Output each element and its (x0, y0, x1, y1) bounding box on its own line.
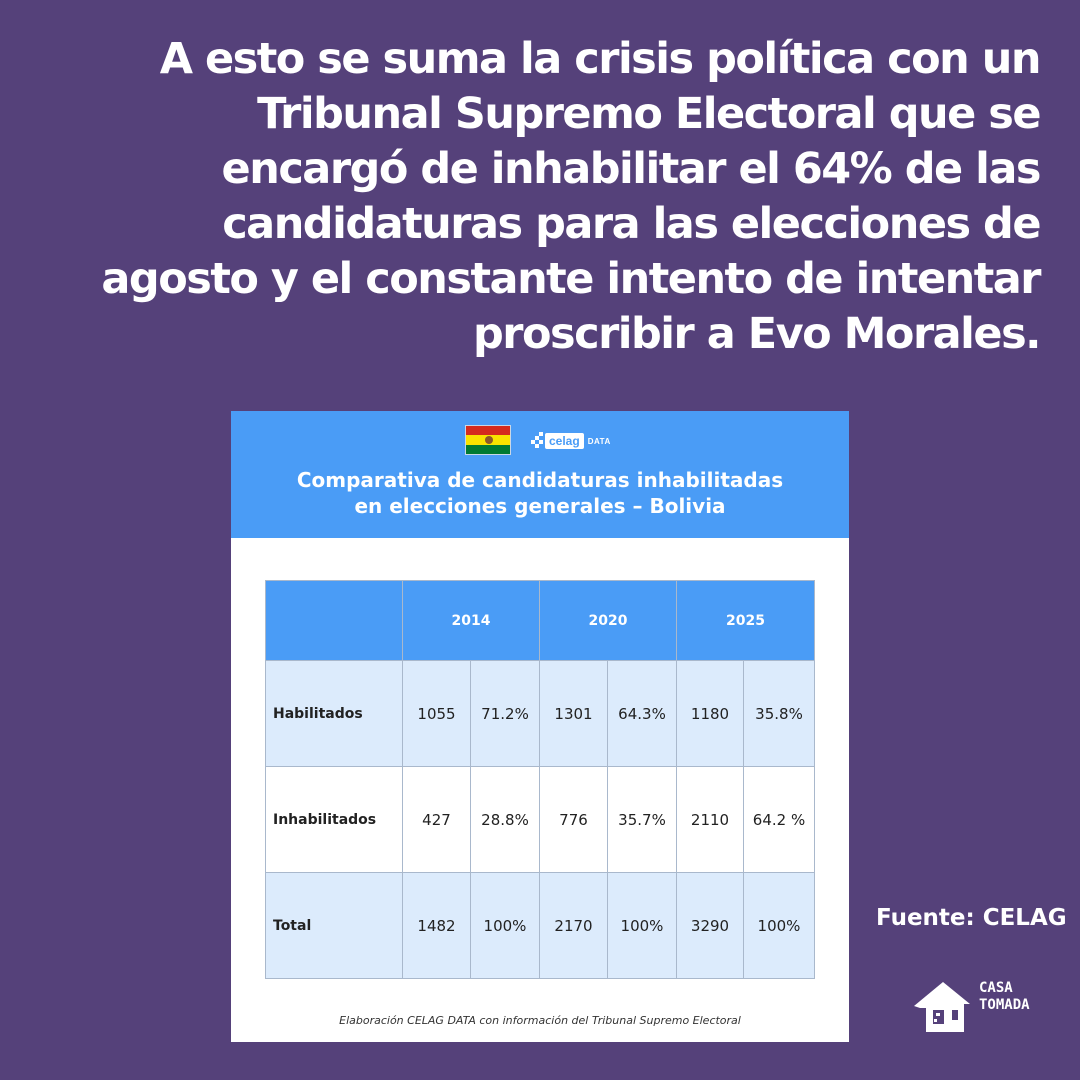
logo-suffix: DATA (587, 436, 611, 446)
table-cell: 28.8% (470, 766, 540, 873)
table-row: Total 1482 100% 2170 100% 3290 100% (265, 872, 815, 979)
table-cell: 64.3% (607, 660, 677, 767)
table-cell: 3290 (676, 872, 744, 979)
table-row: Inhabilitados 427 28.8% 776 35.7% 2110 6… (265, 766, 815, 873)
table-cell: 100% (743, 872, 815, 979)
headline-line: A esto se suma la crisis política con un (159, 34, 1042, 84)
table-cell: 427 (402, 766, 471, 873)
row-label: Habilitados (265, 660, 403, 767)
bolivia-flag-icon (465, 425, 511, 455)
celag-data-logo: celag DATA (531, 430, 611, 452)
card-title-line: en elecciones generales – Bolivia (354, 494, 726, 518)
table-card: celag DATA Comparativa de candidaturas i… (231, 411, 849, 1042)
comparison-table: 2014 2020 2025 Habilitados 1055 71.2% 13… (265, 580, 815, 979)
card-header: celag DATA Comparativa de candidaturas i… (231, 411, 849, 538)
year-header: 2020 (539, 580, 677, 661)
brand-text: CASA TOMADA (979, 980, 1030, 1014)
brand-line: TOMADA (979, 997, 1030, 1013)
source-label: Fuente: CELAG (876, 905, 1067, 931)
table-cell: 1055 (402, 660, 471, 767)
corner-cell (265, 580, 403, 661)
table-cell: 776 (539, 766, 608, 873)
table-cell: 35.8% (743, 660, 815, 767)
table-row: Habilitados 1055 71.2% 1301 64.3% 1180 3… (265, 660, 815, 767)
table-cell: 1482 (402, 872, 471, 979)
row-label: Total (265, 872, 403, 979)
house-icon (914, 982, 970, 1032)
year-header: 2014 (402, 580, 540, 661)
row-label: Inhabilitados (265, 766, 403, 873)
table-cell: 100% (607, 872, 677, 979)
table-cell: 1180 (676, 660, 744, 767)
headline-line: encargó de inhabilitar el 64% de las (221, 144, 1042, 194)
headline-line: agosto y el constante intento de intenta… (101, 254, 1041, 304)
logo-word: celag (545, 433, 584, 449)
table-cell: 1301 (539, 660, 608, 767)
table-cell: 2110 (676, 766, 744, 873)
headline-line: candidaturas para las elecciones de (222, 199, 1041, 249)
card-title-line: Comparativa de candidaturas inhabilitada… (296, 468, 784, 492)
table-cell: 100% (470, 872, 540, 979)
year-header: 2025 (676, 580, 815, 661)
casa-tomada-logo: CASA TOMADA (912, 980, 1042, 1036)
pixel-mark-icon (531, 432, 543, 450)
table-cell: 2170 (539, 872, 608, 979)
table-cell: 35.7% (607, 766, 677, 873)
headline-line: Tribunal Supremo Electoral que se (257, 89, 1041, 139)
table-cell: 71.2% (470, 660, 540, 767)
brand-line: CASA (979, 980, 1013, 996)
headline: A esto se suma la crisis política con un… (40, 32, 1042, 362)
table-cell: 64.2 % (743, 766, 815, 873)
headline-line: proscribir a Evo Morales. (472, 309, 1042, 359)
card-title: Comparativa de candidaturas inhabilitada… (231, 467, 849, 519)
source-note: Elaboración CELAG DATA con información d… (339, 1014, 741, 1027)
table-header-row: 2014 2020 2025 (265, 580, 815, 661)
